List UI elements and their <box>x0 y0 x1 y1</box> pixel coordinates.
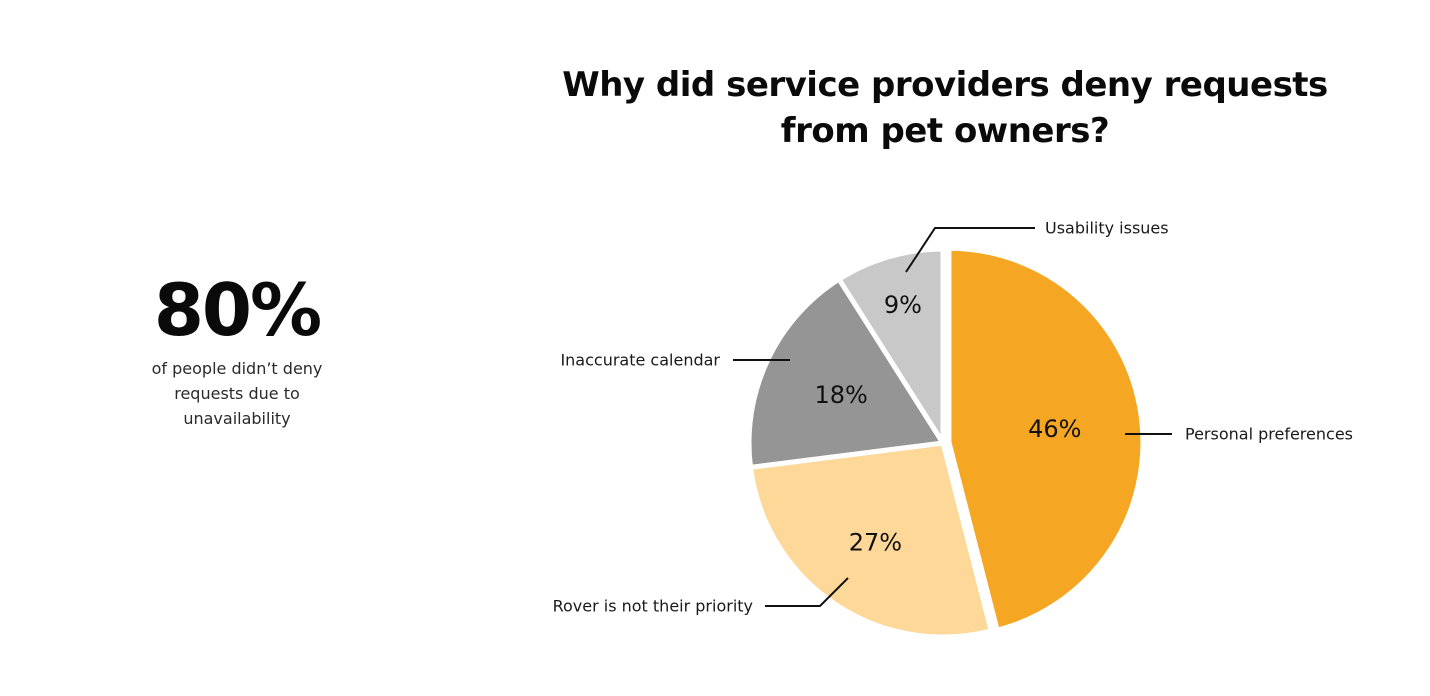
pie-data-label-usability-issues: 9% <box>884 291 922 319</box>
pie-slice-personal-preferences <box>946 245 1146 633</box>
stat-block: 80% of people didn’t deny requests due t… <box>122 268 352 431</box>
chart-title-line: from pet owners? <box>780 111 1110 151</box>
stat-caption: of people didn’t deny requests due to un… <box>137 356 337 431</box>
pie-data-label-inaccurate-calendar: 18% <box>815 381 868 409</box>
pie-slices <box>746 245 1146 640</box>
legend-label-personal-preferences: Personal preferences <box>1185 425 1353 444</box>
pie-data-label-rover-is-not-their-priority: 27% <box>849 528 902 556</box>
chart-title: Why did service providers deny requests … <box>540 62 1350 154</box>
leader-line-usability-issues <box>905 227 1035 273</box>
pie-leader-lines <box>733 227 1172 607</box>
stat-caption-line: of people didn’t deny <box>151 359 323 378</box>
pie-labels: 46% Personal preferences 27% Rover is not t… <box>553 219 1353 616</box>
pie-slice-usability-issues <box>836 246 946 446</box>
pie-data-label-personal-preferences: 46% <box>1028 415 1081 443</box>
stat-caption-line: requests due to <box>174 384 300 403</box>
stat-caption-line: unavailability <box>183 409 291 428</box>
chart-title-line: Why did service providers deny requests <box>562 65 1328 105</box>
stat-value: 80% <box>153 268 322 352</box>
pie-slice-rover-is-not-their-priority <box>748 440 994 640</box>
legend-label-usability-issues: Usability issues <box>1045 219 1169 238</box>
legend-label-rover-is-not-their-priority: Rover is not their priority <box>553 597 753 616</box>
leader-line-rover-is-not-their-priority <box>765 577 849 607</box>
legend-label-inaccurate-calendar: Inaccurate calendar <box>560 351 720 370</box>
